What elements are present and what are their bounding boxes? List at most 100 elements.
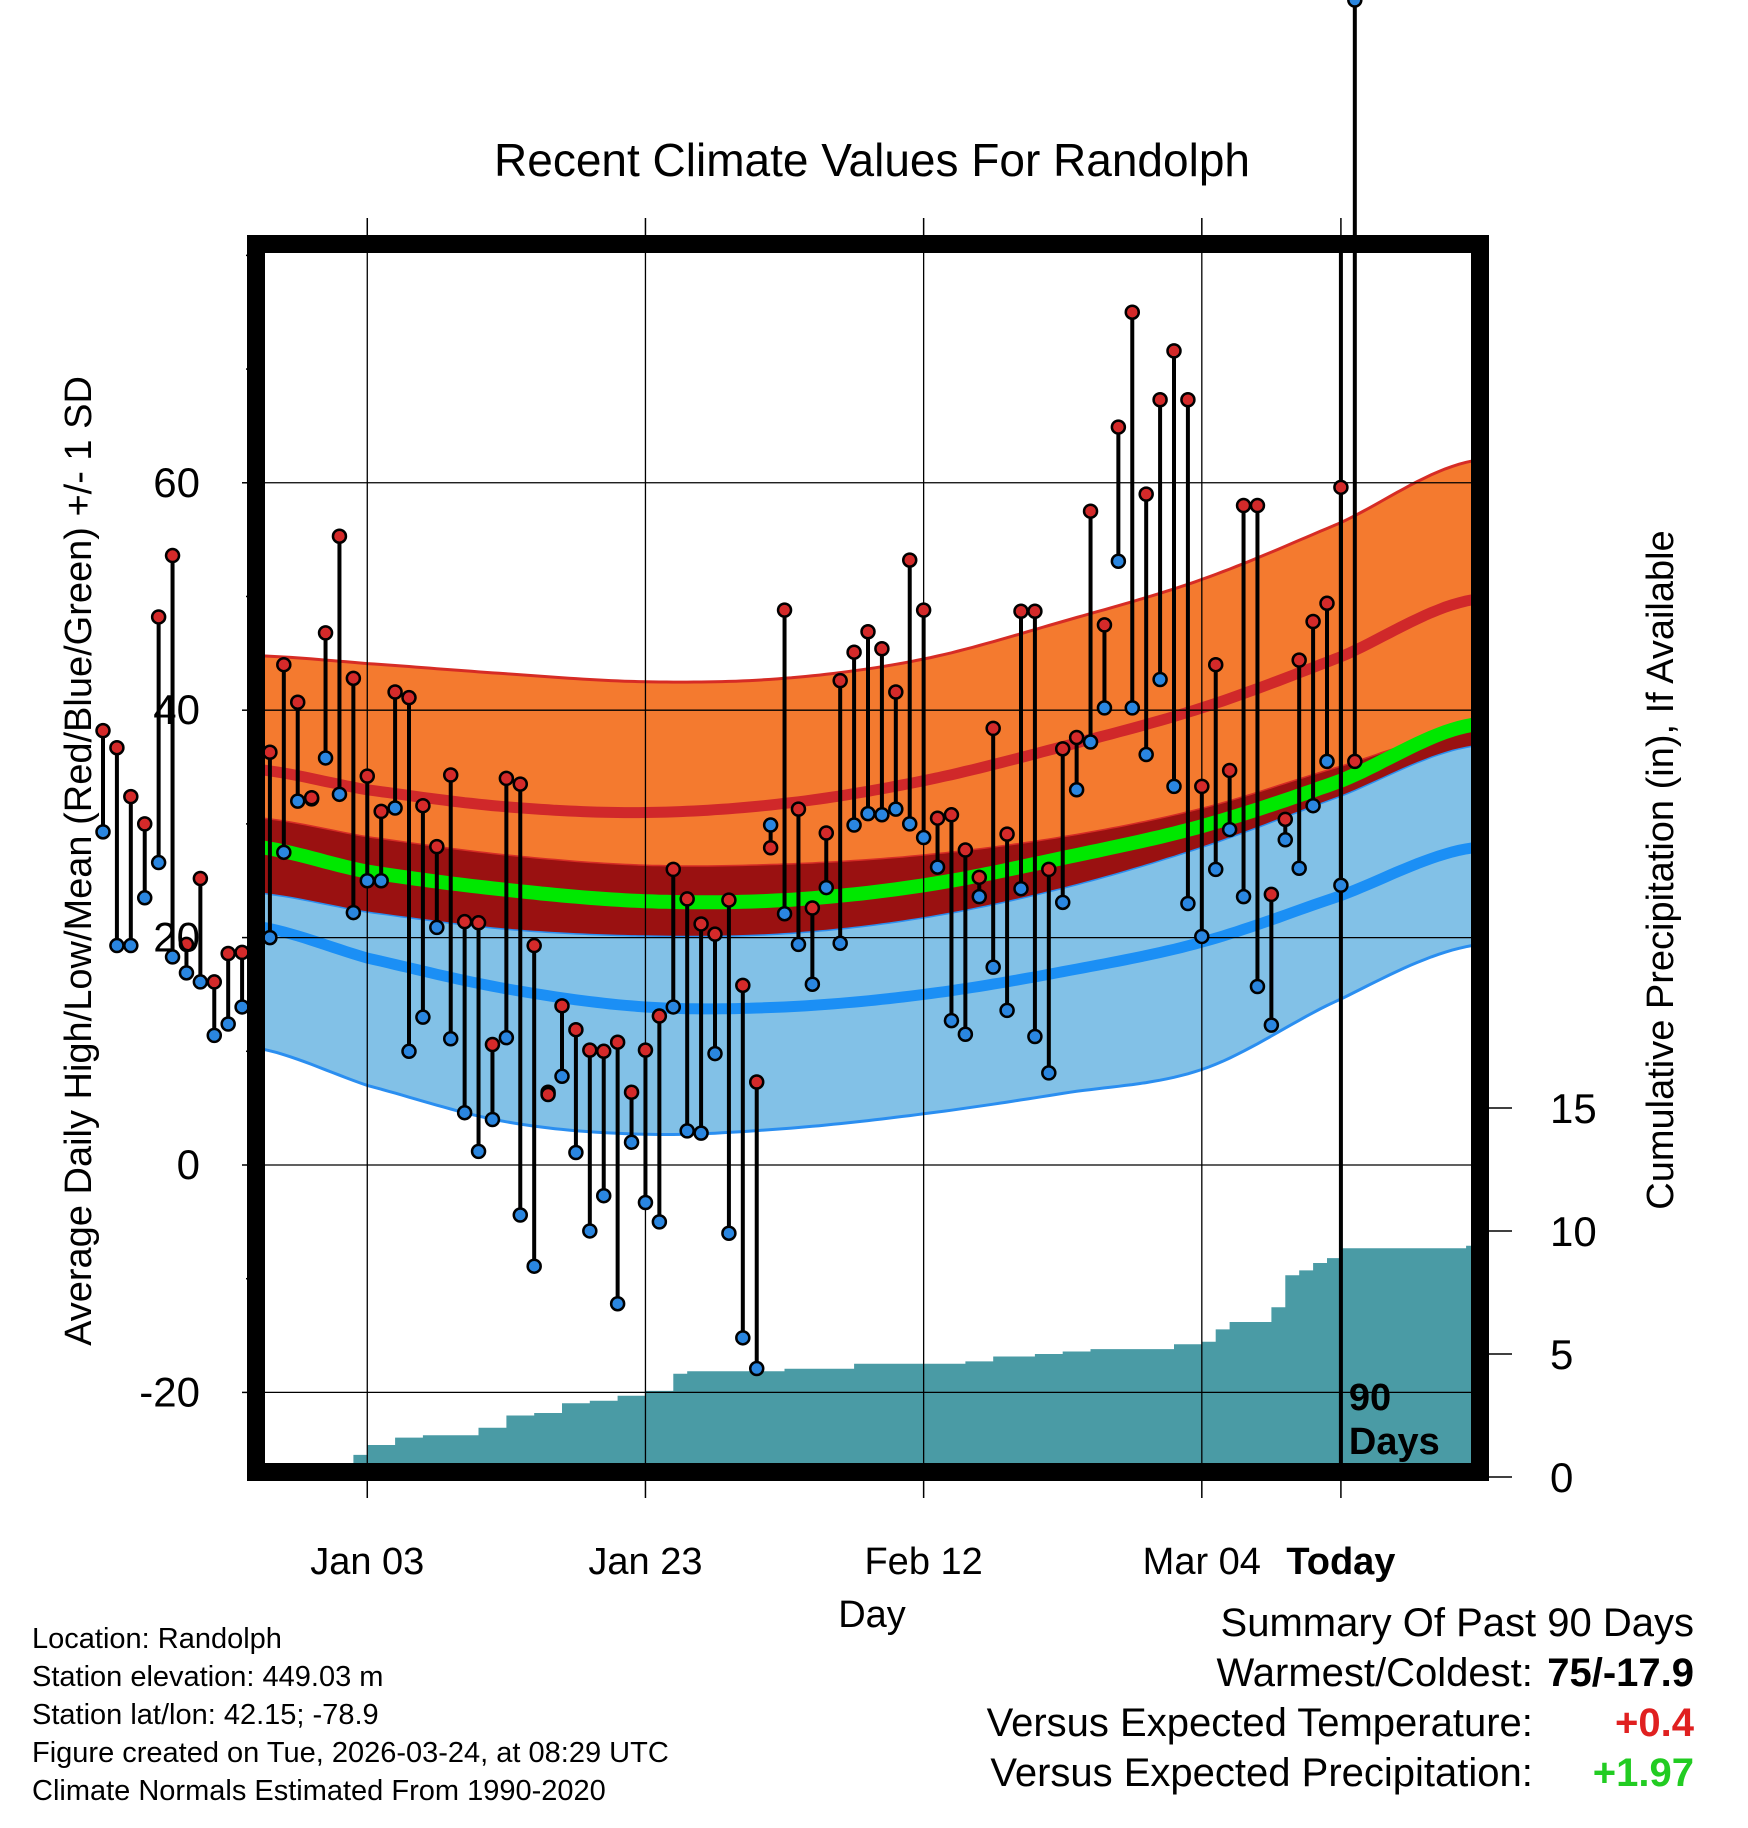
- daily-high-point: [623, 1084, 640, 1100]
- daily-low-point: [735, 1330, 751, 1346]
- temp-value: +0.4: [1615, 1701, 1694, 1745]
- daily-high-point: [637, 1042, 654, 1058]
- x-tick-label: Jan 03: [310, 1541, 424, 1583]
- daily-high-point: [1013, 603, 1029, 620]
- daily-low-point: [1082, 734, 1099, 750]
- daily-high-point: [1041, 861, 1057, 878]
- summary-heading: Summary Of Past 90 Days: [1220, 1601, 1694, 1645]
- daily-high-point: [804, 900, 821, 916]
- daily-high-point: [456, 913, 473, 930]
- daily-high-point: [679, 891, 695, 907]
- daily-low-point: [609, 1295, 626, 1312]
- x-tick-label: Mar 04: [1143, 1541, 1261, 1583]
- daily-low-point: [776, 905, 793, 922]
- daily-high-point: [442, 767, 459, 783]
- daily-high-point: [498, 770, 515, 787]
- plot-area: [256, 458, 1480, 1472]
- today-days-label: 90 Days: [1349, 1377, 1440, 1463]
- daily-high-point: [901, 552, 918, 568]
- daily-low-point: [470, 1143, 487, 1160]
- created-line: Figure created on Tue, 2026-03-24, at 08…: [32, 1737, 669, 1769]
- daily-low-point: [276, 844, 292, 861]
- daily-high-point: [707, 926, 723, 942]
- daily-high-point: [748, 1074, 765, 1090]
- daily-low-point: [1319, 753, 1335, 770]
- daily-high-point: [1207, 656, 1224, 673]
- daily-low-point: [484, 1111, 501, 1128]
- daily-high-point: [790, 801, 807, 817]
- daily-high-point: [206, 974, 223, 990]
- daily-low-point: [109, 937, 125, 954]
- daily-high-point: [512, 776, 529, 792]
- daily-high-point: [1110, 419, 1127, 435]
- daily-high-point: [178, 936, 195, 953]
- daily-high-point: [1194, 778, 1210, 795]
- daily-high-point: [95, 722, 111, 739]
- daily-high-point: [762, 840, 779, 856]
- daily-high-point: [429, 838, 445, 855]
- daily-low-point: [401, 1043, 417, 1060]
- daily-low-point: [1194, 928, 1210, 945]
- daily-low-point: [1068, 782, 1085, 798]
- daily-low-point: [331, 786, 348, 803]
- daily-high-point: [1180, 392, 1196, 408]
- station-info: Location: Randolph Station elevation: 44…: [32, 1620, 669, 1810]
- daily-high-point: [846, 644, 862, 660]
- daily-high-point: [136, 816, 153, 832]
- location-line: Location: Randolph: [32, 1623, 282, 1655]
- mean-low-line: [256, 841, 1480, 1015]
- daily-high-point: [1263, 886, 1280, 903]
- daily-high-point: [1235, 497, 1252, 514]
- daily-high-point: [109, 739, 125, 756]
- daily-low-point: [721, 1225, 737, 1241]
- today-days-label-line: 90: [1349, 1377, 1391, 1419]
- summary-panel: Summary Of Past 90 Days Warmest/Coldest:…: [987, 1598, 1694, 1798]
- daily-high-point: [1152, 392, 1168, 408]
- daily-high-point: [164, 547, 181, 564]
- precip-area: [297, 1245, 1480, 1472]
- daily-high-point: [1096, 617, 1113, 633]
- daily-high-point: [1277, 811, 1294, 828]
- daily-high-point: [693, 916, 709, 932]
- daily-low-point: [1263, 1017, 1280, 1033]
- normals-line: Climate Normals Estimated From 1990-2020: [32, 1775, 606, 1807]
- x-tick-label: Today: [1286, 1541, 1395, 1583]
- y-axis-label-left: Average Daily High/Low/Mean (Red/Blue/Gr…: [58, 376, 100, 1346]
- daily-high-point: [609, 1034, 626, 1050]
- daily-low-point: [860, 805, 876, 822]
- daily-high-point: [1319, 595, 1335, 612]
- daily-low-point: [568, 1144, 584, 1161]
- daily-low-point: [1249, 978, 1266, 995]
- daily-high-point: [943, 807, 960, 823]
- daily-high-point: [1333, 479, 1349, 496]
- daily-low-point: [456, 1104, 473, 1121]
- daily-low-point: [818, 879, 835, 896]
- daily-high-point: [289, 694, 306, 710]
- daily-high-point: [345, 670, 362, 687]
- warmest-label: Warmest/Coldest:: [1216, 1651, 1533, 1695]
- daily-low-point: [1180, 895, 1196, 912]
- y-tick-label-right: 15: [1550, 1085, 1597, 1132]
- daily-low-point: [1013, 880, 1029, 897]
- daily-low-point: [1110, 553, 1127, 569]
- daily-low-point: [1305, 797, 1321, 814]
- daily-low-point: [1166, 778, 1182, 795]
- daily-low-point: [554, 1068, 570, 1085]
- daily-high-point: [1221, 762, 1238, 779]
- daily-low-point: [262, 929, 278, 946]
- daily-low-point: [234, 999, 250, 1015]
- daily-high-point: [554, 998, 570, 1014]
- daily-low-point: [929, 859, 946, 875]
- daily-low-point: [512, 1207, 529, 1223]
- temp-label: Versus Expected Temperature:: [986, 1701, 1533, 1745]
- daily-high-point: [317, 625, 334, 641]
- daily-high-point: [1249, 497, 1266, 514]
- daily-high-point: [999, 826, 1015, 842]
- daily-low-point: [915, 829, 932, 846]
- daily-high-point: [150, 609, 167, 625]
- daily-high-point: [971, 869, 988, 886]
- y-tick-label-right: 10: [1550, 1208, 1597, 1255]
- summary-precip-row: Versus Expected Precipitation: +1.97: [987, 1748, 1694, 1798]
- plot-border: [247, 235, 1489, 1481]
